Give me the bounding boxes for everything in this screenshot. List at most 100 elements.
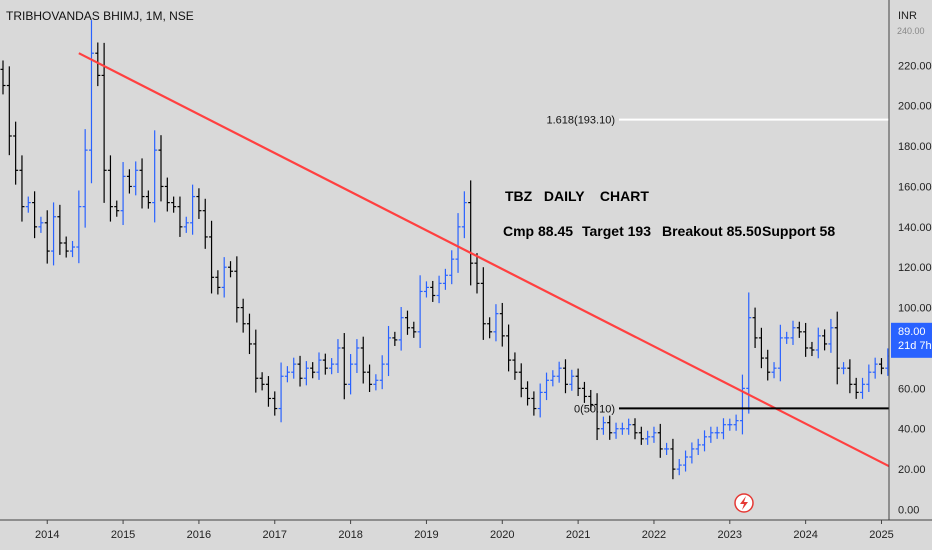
- ohlc-bar: [809, 341, 815, 357]
- ohlc-bar: [278, 362, 284, 423]
- y-tick-label: 160.00: [898, 181, 932, 193]
- ohlc-bar: [240, 298, 246, 333]
- ohlc-bar: [107, 155, 113, 222]
- ohlc-bar: [120, 162, 126, 226]
- ohlc-bar: [638, 426, 644, 445]
- support-label: Support 58: [762, 223, 835, 239]
- ohlc-bar: [765, 349, 771, 381]
- fib-level-label: 0(50.10): [574, 403, 615, 415]
- ohlc-bar: [196, 188, 202, 219]
- ohlc-bar: [828, 318, 834, 353]
- current-price-badge: 89.00 21d 7h: [891, 322, 932, 358]
- ohlc-bar: [386, 325, 392, 377]
- ohlc-bar: [171, 196, 177, 213]
- ohlc-bar: [44, 210, 50, 264]
- ohlc-bar: [126, 169, 132, 194]
- y-tick-label: 60.00: [898, 383, 926, 395]
- ohlc-bar: [423, 281, 429, 298]
- fib-level-label: 1.618(193.10): [547, 115, 616, 127]
- ohlc-bar: [373, 374, 379, 391]
- breakout-label: Breakout 85.50: [662, 223, 762, 239]
- ohlc-bar: [284, 366, 290, 383]
- ohlc-bar: [13, 121, 19, 185]
- ohlc-bar: [676, 459, 682, 476]
- ohlc-bar: [348, 354, 354, 395]
- top-scale-fade: 240.00: [897, 26, 925, 36]
- ohlc-bar: [449, 250, 455, 285]
- ohlc-bar: [82, 129, 88, 228]
- ohlc-bar: [38, 216, 44, 233]
- y-tick-label: 40.00: [898, 424, 926, 436]
- ohlc-bar: [297, 355, 303, 387]
- ohlc-bar: [88, 20, 94, 184]
- ohlc-bar: [758, 327, 764, 369]
- ohlc-bar: [790, 320, 796, 345]
- ohlc-bar: [246, 313, 252, 355]
- ohlc-bar: [556, 361, 562, 383]
- symbol-title: TRIBHOVANDAS BHIMJ, 1M, NSE: [6, 9, 194, 23]
- ohlc-bar: [474, 253, 480, 294]
- ohlc-bar: [272, 391, 278, 416]
- ohlc-bar: [51, 202, 57, 266]
- ohlc-bar: [784, 331, 790, 344]
- ohlc-bar: [209, 220, 215, 294]
- ohlc-bar: [133, 161, 139, 196]
- ohlc-bar: [493, 304, 499, 342]
- ohlc-bar: [670, 438, 676, 480]
- ohlc-bar: [499, 302, 505, 347]
- ohlc-bar: [234, 256, 240, 323]
- ohlc-bar: [63, 236, 69, 258]
- y-tick-label: 120.00: [898, 262, 932, 274]
- ohlc-bar: [878, 358, 884, 375]
- flash-icon[interactable]: [734, 493, 754, 513]
- ohlc-bar: [228, 261, 234, 278]
- ohlc-bar: [436, 275, 442, 304]
- y-axis-ticks: 0.0020.0040.0060.0080.00100.00120.00140.…: [898, 60, 932, 516]
- ohlc-bar: [619, 422, 625, 435]
- ohlc-bar: [183, 216, 189, 233]
- x-tick-label: 2022: [642, 529, 666, 541]
- ohlc-bar: [689, 442, 695, 464]
- ohlc-bar: [310, 362, 316, 379]
- ohlc-bar: [480, 267, 486, 340]
- ohlc-bar: [872, 357, 878, 379]
- ohlc-bar: [19, 155, 25, 222]
- ohlc-bar: [322, 353, 328, 375]
- ohlc-bar: [657, 423, 663, 458]
- ohlc-bar: [575, 368, 581, 397]
- ohlc-bar: [815, 327, 821, 359]
- ohlc-bar: [777, 324, 783, 382]
- x-tick-label: 2020: [490, 529, 514, 541]
- ohlc-bar: [398, 306, 404, 351]
- ohlc-bar: [259, 372, 265, 391]
- ohlc-bar: [265, 376, 271, 407]
- ohlc-bar: [733, 414, 739, 431]
- x-axis-ticks: 2014 2015 2016 2017 2018 2019 2020 2021 2022 2023…: [35, 520, 894, 541]
- ohlc-bar: [341, 333, 347, 400]
- ohlc-bar: [32, 191, 38, 239]
- ohlc-bar: [695, 438, 701, 455]
- x-tick-label: 2025: [869, 529, 893, 541]
- price-scale[interactable]: [889, 0, 932, 520]
- ohlc-bar: [860, 377, 866, 399]
- ohlc-bar: [822, 329, 828, 351]
- cmp-label: Cmp 88.45: [503, 223, 573, 239]
- ohlc-bar: [95, 42, 101, 87]
- ohlc-bar: [152, 130, 158, 223]
- y-tick-label: 200.00: [898, 101, 932, 113]
- ohlc-bar: [537, 383, 543, 418]
- y-tick-label: 100.00: [898, 303, 932, 315]
- ohlc-bar: [512, 352, 518, 380]
- ohlc-bar: [613, 422, 619, 439]
- ohlc-bar: [392, 331, 398, 346]
- ohlc-bar: [525, 381, 531, 406]
- y-tick-label: 220.00: [898, 60, 932, 72]
- ohlc-bar: [25, 196, 31, 213]
- currency-label: INR: [898, 10, 917, 22]
- ohlc-bar: [354, 339, 360, 374]
- ohlc-bar: [139, 158, 145, 209]
- ohlc-bar: [796, 321, 802, 338]
- ohlc-bar: [76, 190, 82, 264]
- x-tick-label: 2014: [35, 529, 59, 541]
